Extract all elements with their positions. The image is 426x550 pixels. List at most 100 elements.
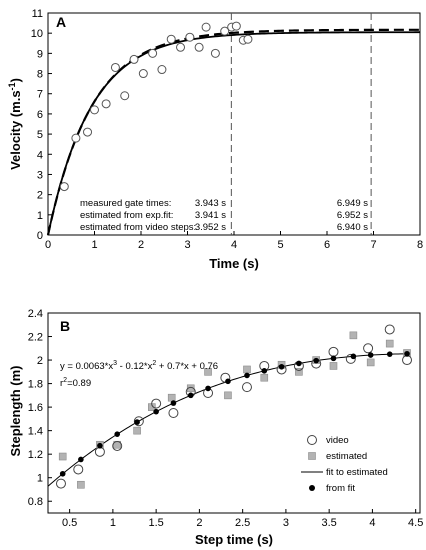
panel-b-legend: video estimated fit to estimated from fi… [301, 435, 388, 494]
annotation-row1-label: measured gate times: [80, 198, 171, 209]
panel-a-y-tick-label: 1 [37, 210, 43, 222]
panel-b-x-tick-label: 3.5 [322, 517, 337, 529]
r-squared-exp: 2 [63, 377, 67, 384]
video-point [363, 343, 374, 354]
panel-b-y-tick-label: 1.8 [28, 379, 43, 391]
panel-a-fit-curves [46, 28, 420, 236]
velocity-point [138, 69, 148, 79]
from-fit-point [59, 470, 66, 477]
fit-equation-part2: - 0.12*x [117, 361, 153, 372]
video-point [112, 440, 123, 451]
velocity-point [129, 54, 139, 64]
panel-a-y-tick-label: 10 [31, 28, 43, 40]
from-fit-point [367, 352, 374, 358]
estimated-point [133, 426, 141, 435]
annotation-row3-label: estimated from video steps: [80, 222, 196, 233]
panel-b-chart: B Step time (s) Steplength (m) 0.5 1 1.5 2 2… [8, 308, 423, 547]
from-fit-point [244, 372, 250, 379]
from-fit-point [114, 431, 121, 437]
video-point [73, 464, 84, 475]
from-fit-point [97, 442, 103, 449]
panel-b-estimated-points [58, 331, 411, 489]
from-fit-point [386, 351, 393, 357]
panel-a-y-tick-label: 3 [37, 169, 43, 181]
from-fit-point [350, 353, 357, 360]
panel-a-x-axis-label: Time (s) [209, 256, 259, 271]
video-point [384, 324, 395, 335]
fit-equation-exp3: 3 [113, 360, 117, 367]
annotation-row2-label: estimated from exp.fit: [80, 210, 173, 221]
panel-b-y-tick-label: 2.4 [28, 308, 43, 320]
video-point [402, 355, 413, 366]
panel-b-x-tick-label: 2 [196, 517, 202, 529]
video-point [133, 416, 144, 427]
estimated-point [366, 358, 375, 367]
estimated-point [295, 368, 303, 376]
panel-b-x-axis-label: Step time (s) [195, 532, 273, 547]
panel-a-data-points [59, 21, 253, 192]
panel-b-y-tick-label: 1.4 [28, 426, 43, 438]
from-fit-point [153, 408, 159, 415]
legend-estimated-marker [308, 452, 316, 460]
panel-b-frame [47, 312, 421, 514]
r-squared-value: =0.89 [67, 378, 91, 389]
panel-a-chart: A Time (s) Velocity (m.s-1) 0 1 2 3 4 5 6 7 8 0 1… [7, 8, 423, 271]
video-point [241, 382, 252, 393]
panel-b-x-tick-label: 0.5 [62, 517, 77, 529]
video-point [168, 408, 179, 418]
panel-a-x-tick-label: 1 [91, 239, 97, 251]
panel-a-x-tick-label: 8 [417, 239, 423, 251]
velocity-point [220, 26, 230, 36]
annotation-row2-value1: 3.941 s [195, 210, 226, 221]
annotation-row3-value1: 3.952 s [195, 222, 226, 233]
fit-equation-exp2: 2 [152, 360, 156, 367]
annotation-row3-value2: 6.940 s [337, 222, 368, 233]
annotation-row2-value2: 6.952 s [337, 210, 368, 221]
panel-a-y-axis-label-main: Velocity (m.s [8, 90, 23, 169]
velocity-point [148, 48, 158, 58]
estimated-point [58, 452, 67, 461]
velocity-point [71, 133, 81, 143]
estimated-point [349, 331, 358, 340]
panel-a-x-ticks: 0 1 2 3 4 5 6 7 8 [45, 231, 423, 251]
panel-b-y-tick-label: 1.2 [28, 449, 43, 461]
panel-a-annotations: measured gate times: 3.943 s 6.949 s est… [80, 198, 368, 233]
from-fit-point [313, 357, 319, 364]
estimated-point [243, 365, 251, 374]
panel-a-y-tick-label: 9 [37, 48, 43, 60]
estimated-point [204, 368, 212, 376]
from-fit-point [330, 355, 337, 362]
legend-video-marker [307, 435, 317, 445]
panel-a-y-ticks: 0 1 2 3 4 5 6 7 8 9 10 11 [31, 8, 52, 242]
panel-a-y-tick-label: 0 [37, 230, 43, 242]
from-fit-point [225, 378, 231, 385]
velocity-point [166, 34, 176, 44]
video-point [345, 353, 356, 364]
annotation-row1-value1: 3.943 s [195, 198, 226, 209]
panel-a-x-tick-label: 7 [370, 239, 376, 251]
panel-b-x-tick-label: 4 [369, 517, 375, 529]
r-squared: r2=0.89 [60, 377, 91, 389]
r-squared-r: r [60, 378, 63, 389]
panel-a-x-tick-label: 5 [277, 239, 283, 251]
panel-a-y-axis-label-end: ) [8, 78, 23, 82]
velocity-point [243, 34, 253, 44]
annotation-row1-value2: 6.949 s [337, 198, 368, 209]
panel-a-x-tick-label: 6 [324, 239, 330, 251]
panel-a-y-tick-label: 5 [37, 129, 43, 141]
panel-b-y-tick-label: 2.2 [28, 332, 43, 344]
velocity-point [176, 42, 186, 52]
from-fit-point [404, 350, 410, 357]
panel-b-x-tick-label: 1 [110, 517, 116, 529]
panel-b-x-tick-label: 1.5 [148, 517, 163, 529]
panel-a-y-tick-label: 8 [37, 69, 43, 81]
velocity-point [194, 42, 204, 52]
video-point [151, 398, 162, 409]
velocity-point [157, 65, 167, 75]
panel-a-y-tick-label: 4 [37, 149, 43, 161]
estimated-point [329, 362, 338, 370]
fit-equation-part1: y = 0.0063*x [60, 361, 113, 372]
estimated-point [224, 391, 232, 400]
panel-b-y-axis-label: Steplength (m) [8, 366, 23, 457]
